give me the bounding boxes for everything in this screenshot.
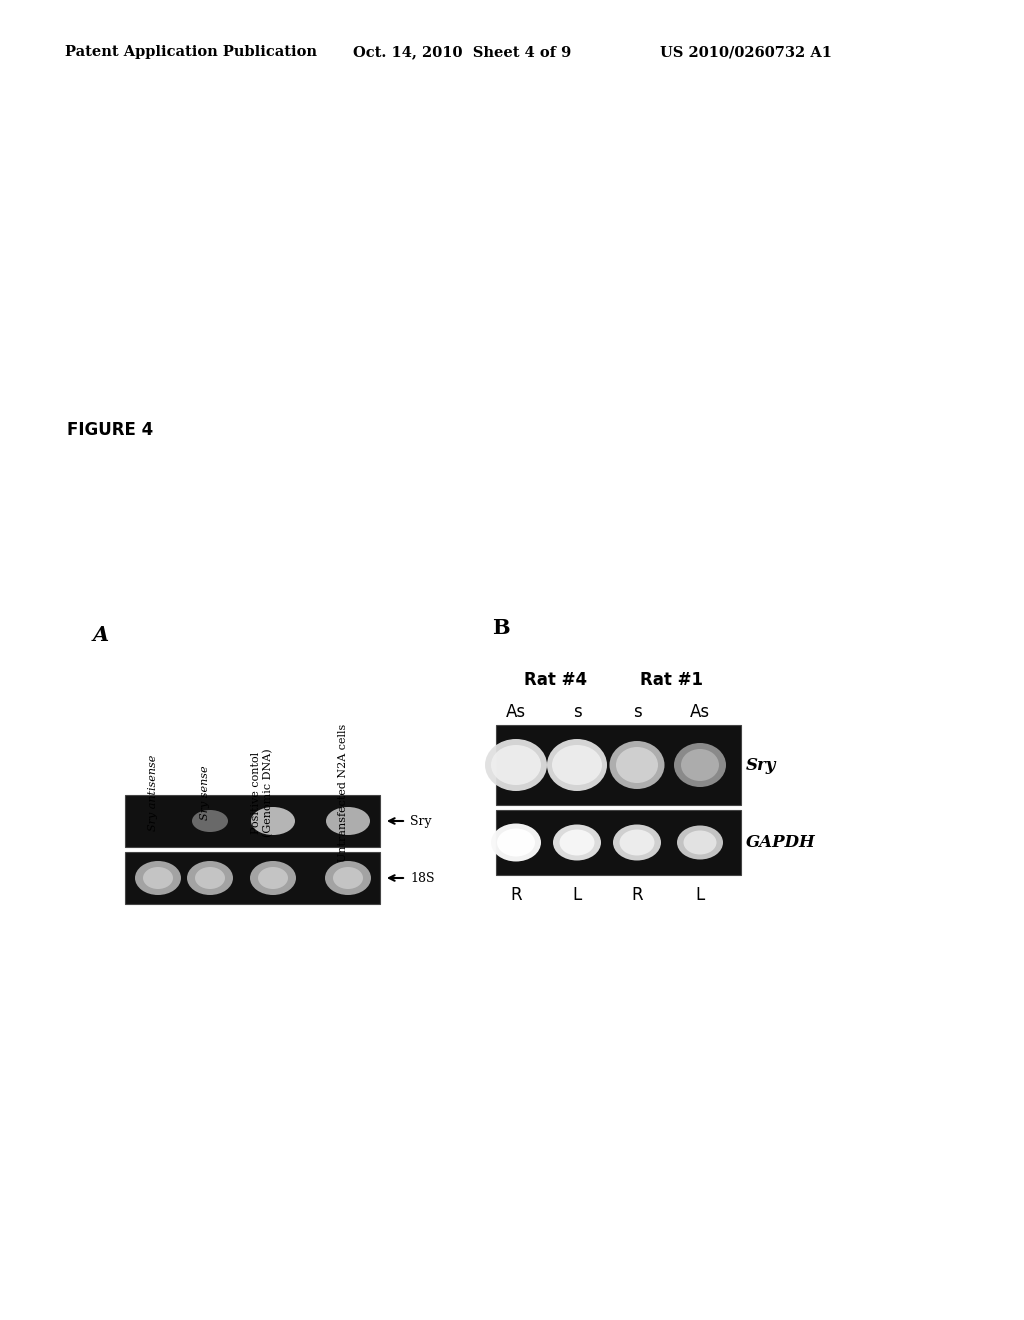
Ellipse shape (553, 825, 601, 861)
Ellipse shape (187, 861, 233, 895)
Ellipse shape (552, 744, 602, 785)
Ellipse shape (490, 744, 541, 785)
Ellipse shape (250, 861, 296, 895)
Text: s: s (572, 704, 582, 721)
Bar (125, 795, 380, 847)
Bar (496, 725, 741, 805)
Ellipse shape (485, 739, 547, 791)
Ellipse shape (683, 830, 717, 854)
Ellipse shape (497, 829, 535, 857)
Text: Oct. 14, 2010  Sheet 4 of 9: Oct. 14, 2010 Sheet 4 of 9 (353, 45, 571, 59)
Text: Sry sense: Sry sense (200, 766, 210, 820)
Ellipse shape (333, 867, 362, 888)
Ellipse shape (490, 824, 541, 862)
Ellipse shape (251, 807, 295, 836)
Text: Positive contol
(Genomic DNA): Positive contol (Genomic DNA) (251, 748, 273, 837)
Text: GAPDH: GAPDH (746, 834, 816, 851)
Ellipse shape (326, 807, 370, 836)
Text: 18S: 18S (410, 871, 434, 884)
Text: Rat #1: Rat #1 (640, 671, 703, 689)
Ellipse shape (559, 829, 595, 855)
Text: L: L (572, 886, 582, 904)
Bar (125, 851, 380, 904)
Text: Rat #4: Rat #4 (524, 671, 588, 689)
Ellipse shape (620, 829, 654, 855)
Text: Sry: Sry (746, 756, 776, 774)
Ellipse shape (674, 743, 726, 787)
Ellipse shape (325, 861, 371, 895)
Text: B: B (492, 618, 510, 638)
Text: Sry antisense: Sry antisense (148, 755, 158, 832)
Ellipse shape (681, 748, 719, 781)
Text: Patent Application Publication: Patent Application Publication (65, 45, 317, 59)
Ellipse shape (677, 825, 723, 859)
Ellipse shape (609, 741, 665, 789)
Ellipse shape (143, 867, 173, 888)
Text: L: L (695, 886, 705, 904)
Ellipse shape (613, 825, 662, 861)
Ellipse shape (135, 861, 181, 895)
Text: US 2010/0260732 A1: US 2010/0260732 A1 (660, 45, 831, 59)
Text: FIGURE 4: FIGURE 4 (67, 421, 154, 440)
Ellipse shape (616, 747, 658, 783)
Text: R: R (510, 886, 522, 904)
Text: As: As (506, 704, 526, 721)
Bar (496, 810, 741, 875)
Ellipse shape (547, 739, 607, 791)
Text: R: R (631, 886, 643, 904)
Text: s: s (633, 704, 641, 721)
Ellipse shape (258, 867, 288, 888)
Text: As: As (690, 704, 710, 721)
Ellipse shape (195, 867, 225, 888)
Ellipse shape (193, 810, 228, 832)
Text: A: A (93, 624, 110, 645)
Text: Sry: Sry (410, 814, 432, 828)
Text: Untransfected N2A cells: Untransfected N2A cells (338, 723, 348, 862)
